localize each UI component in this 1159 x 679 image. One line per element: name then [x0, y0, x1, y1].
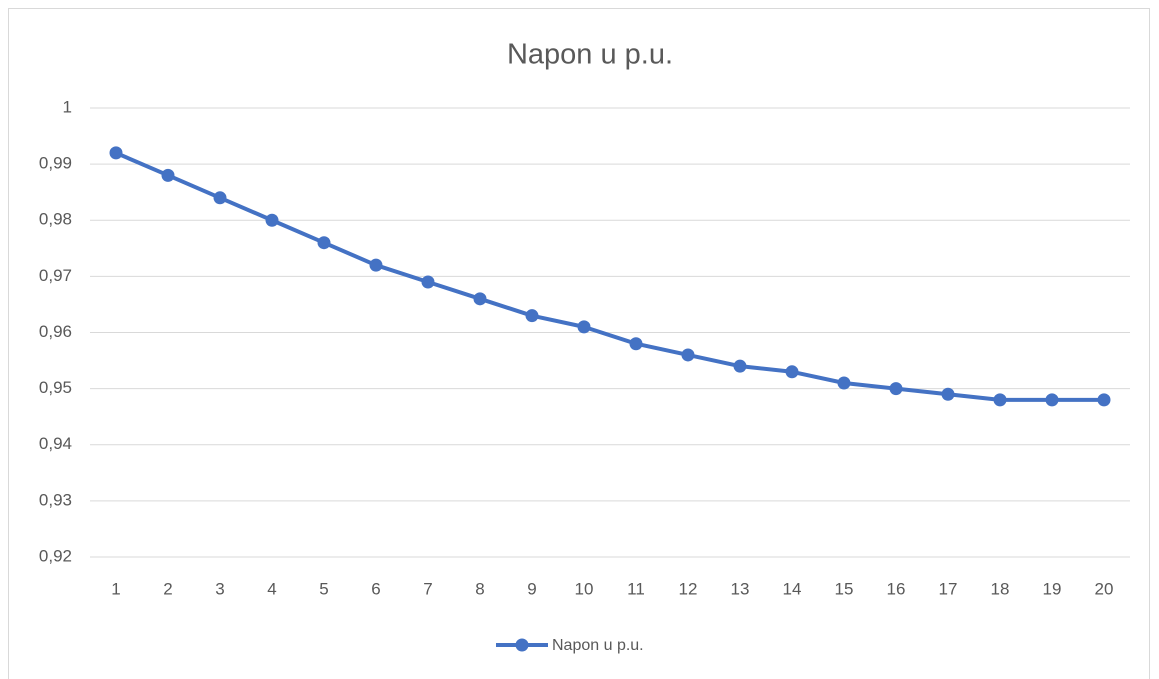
x-tick-label: 16 — [887, 579, 906, 598]
legend-marker — [515, 638, 529, 652]
point — [317, 236, 331, 250]
point — [473, 292, 487, 306]
point — [161, 168, 175, 182]
x-tick-label: 6 — [371, 579, 380, 598]
y-tick-label: 0,99 — [39, 154, 72, 173]
point — [109, 146, 123, 160]
x-tick-label: 14 — [783, 579, 802, 598]
point — [1097, 393, 1111, 407]
y-tick-label: 0,92 — [39, 546, 72, 565]
point — [681, 348, 695, 362]
x-tick-label: 7 — [423, 579, 432, 598]
x-tick-label: 13 — [731, 579, 750, 598]
point — [369, 258, 383, 272]
x-tick-label: 15 — [835, 579, 854, 598]
point — [577, 320, 591, 334]
point — [837, 376, 851, 390]
point — [629, 337, 643, 351]
x-tick-label: 17 — [939, 579, 958, 598]
point — [213, 191, 227, 205]
chart-border — [8, 8, 1150, 679]
x-tick-label: 3 — [215, 579, 224, 598]
x-tick-label: 10 — [575, 579, 594, 598]
x-tick-label: 5 — [319, 579, 328, 598]
x-tick-label: 20 — [1095, 579, 1114, 598]
point — [265, 213, 279, 227]
point — [421, 275, 435, 289]
y-tick-label: 0,93 — [39, 490, 72, 509]
point — [733, 359, 747, 373]
y-tick-label: 0,94 — [39, 434, 72, 453]
line — [114, 150, 1106, 402]
point — [785, 365, 799, 379]
point — [993, 393, 1007, 407]
legend-label: Napon u p.u. — [552, 637, 644, 654]
x-tick-label: 2 — [163, 579, 172, 598]
point — [525, 309, 539, 323]
x-tick-label: 11 — [627, 579, 645, 598]
x-tick-label: 4 — [267, 579, 276, 598]
y-tick-label: 0,97 — [39, 266, 72, 285]
point — [889, 382, 903, 396]
x-tick-label: 9 — [527, 579, 536, 598]
x-tick-label: 12 — [679, 579, 698, 598]
x-tick-label: 18 — [991, 579, 1010, 598]
y-tick-label: 0,95 — [39, 378, 72, 397]
y-tick-label: 0,98 — [39, 210, 72, 229]
point — [1045, 393, 1059, 407]
x-tick-label: 8 — [475, 579, 484, 598]
x-tick-label: 1 — [111, 579, 120, 598]
chart-title: Napon u p.u. — [507, 39, 673, 71]
y-tick-label: 1 — [63, 97, 72, 116]
point — [941, 387, 955, 401]
y-tick-label: 0,96 — [39, 322, 72, 341]
x-tick-label: 19 — [1043, 579, 1062, 598]
